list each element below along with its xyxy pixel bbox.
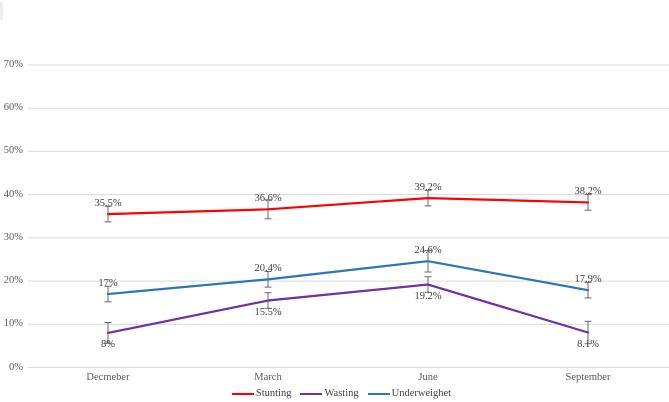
legend-item-stunting: Stunting <box>231 388 292 400</box>
legend-label-wasting: Wasting <box>324 388 359 399</box>
legend-label-stunting: Stunting <box>255 388 292 399</box>
legend-item-wasting: Wasting <box>300 388 359 400</box>
legend-item-underweight: Underweighet <box>367 388 452 400</box>
legend-swatch-stunting <box>231 392 254 396</box>
legend-swatch-underweight <box>367 392 390 396</box>
legend-swatch-wasting <box>300 392 323 396</box>
series-line-underweight <box>106 260 590 296</box>
corner-artifact <box>0 2 3 20</box>
legend-label-underweight: Underweighet <box>391 388 452 399</box>
series-line-stunting <box>106 197 590 216</box>
legend: Stunting Wasting Underweighet <box>0 388 669 400</box>
series-line-wasting <box>106 283 590 335</box>
